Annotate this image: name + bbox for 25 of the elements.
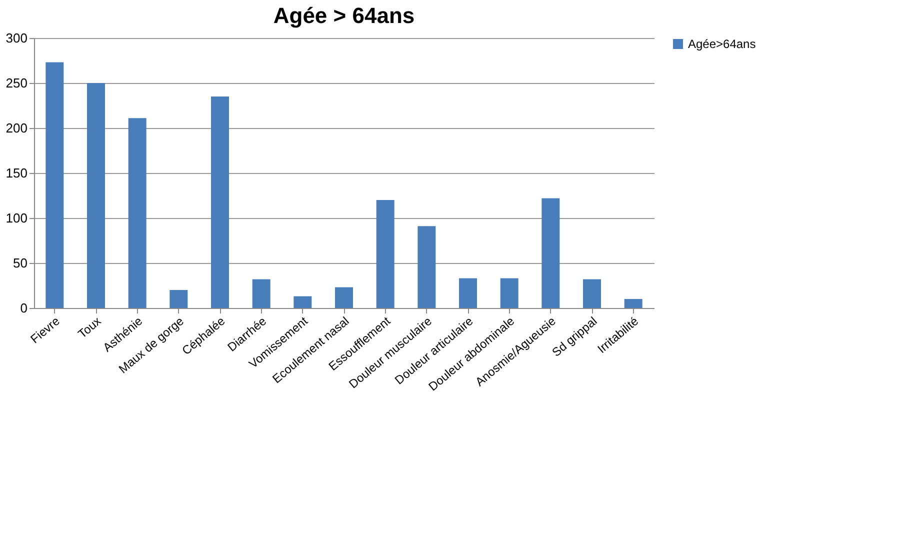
bar: [459, 278, 477, 308]
bar: [128, 118, 146, 308]
bar: [252, 279, 270, 308]
bar: [500, 278, 518, 308]
y-tick-label: 0: [20, 300, 28, 316]
bar: [170, 290, 188, 308]
bar: [335, 287, 353, 308]
y-tick-label: 150: [6, 166, 28, 180]
bar: [542, 198, 560, 308]
x-tick-label: Toux: [75, 314, 104, 341]
bar: [294, 296, 312, 308]
y-tick-label: 100: [6, 210, 28, 226]
chart-title: Agée > 64ans: [273, 3, 415, 28]
bar: [46, 62, 64, 308]
bar: [583, 279, 601, 308]
bar: [418, 226, 436, 308]
bar: [87, 83, 105, 308]
y-tick-label: 50: [13, 256, 28, 270]
bar: [376, 200, 394, 308]
bar: [624, 299, 642, 308]
legend-label: Agée>64ans: [688, 37, 756, 51]
y-tick-label: 200: [6, 120, 28, 136]
y-tick-label: 250: [6, 76, 28, 90]
y-tick-label: 300: [6, 30, 28, 46]
bar: [211, 96, 229, 308]
